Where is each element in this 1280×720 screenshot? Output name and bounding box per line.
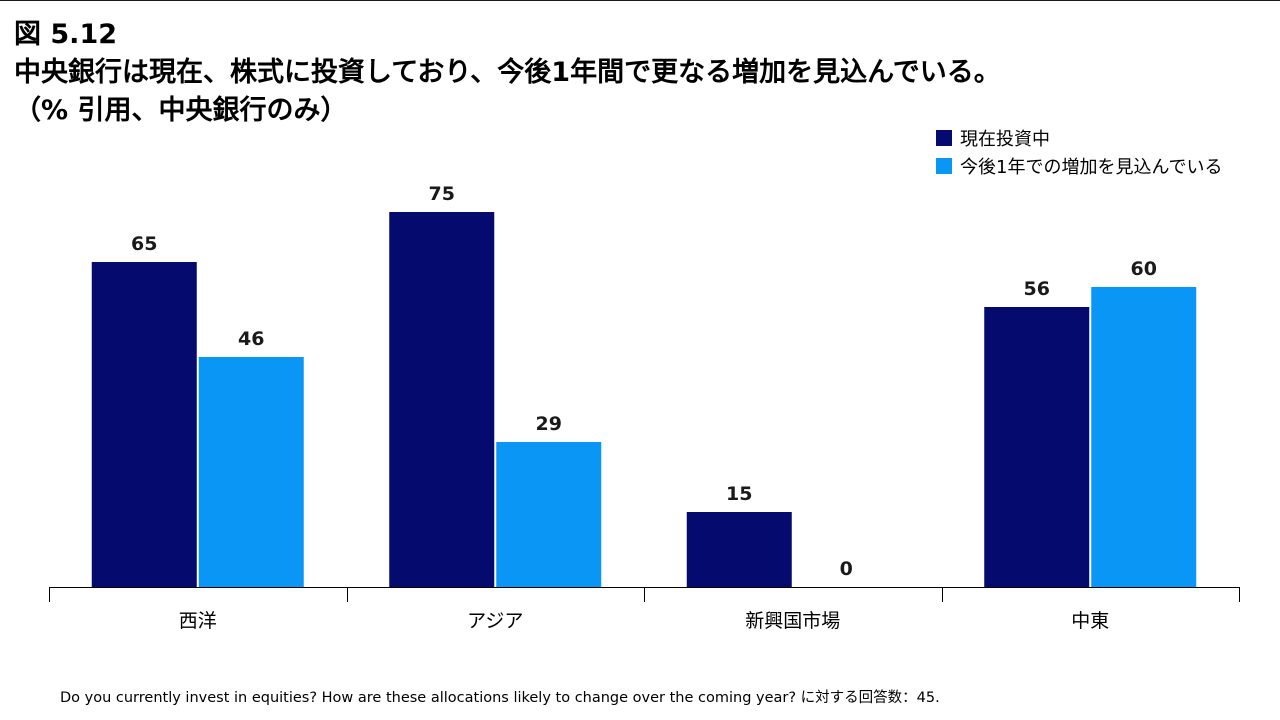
x-tick-label-4: 中東	[1071, 610, 1109, 632]
figure-label: 図 5.12	[14, 19, 118, 50]
legend-label-increase: 今後1年での増加を見込んでいる	[960, 157, 1223, 178]
legend-label-current: 現在投資中	[960, 129, 1050, 150]
bar-increase-2	[496, 442, 602, 587]
legend-item-increase: 今後1年での増加を見込んでいる	[936, 152, 1266, 180]
legend-swatch-increase	[936, 158, 952, 174]
data-label-increase-2: 29	[536, 413, 562, 435]
bar-current-2	[389, 212, 495, 587]
bar-increase-1	[198, 357, 304, 587]
x-tick-label-2: アジア	[467, 610, 523, 632]
data-label-current-3: 15	[726, 483, 752, 505]
bar-current-1	[91, 262, 197, 587]
data-label-current-4: 56	[1024, 278, 1050, 300]
data-label-current-2: 75	[429, 183, 455, 205]
bar-current-4	[984, 307, 1090, 587]
data-label-increase-4: 60	[1131, 258, 1157, 280]
bar-increase-4	[1091, 287, 1197, 587]
data-label-increase-3: 0	[840, 558, 853, 580]
chart-subtitle: （% 引用、中央銀行のみ）	[14, 95, 348, 126]
bar-current-3	[686, 512, 792, 587]
chart-title: 中央銀行は現在、株式に投資しており、今後1年間で更なる増加を見込んでいる。	[14, 57, 1001, 88]
top-rule	[0, 0, 1280, 1]
x-tick-label-3: 新興国市場	[745, 610, 840, 632]
data-label-current-1: 65	[131, 233, 157, 255]
x-tick-label-1: 西洋	[179, 610, 217, 632]
footnote: Do you currently invest in equities? How…	[60, 690, 940, 706]
legend: 現在投資中 今後1年での増加を見込んでいる	[936, 124, 1266, 180]
data-label-increase-1: 46	[238, 328, 264, 350]
legend-item-current: 現在投資中	[936, 124, 1266, 152]
legend-swatch-current	[936, 130, 952, 146]
